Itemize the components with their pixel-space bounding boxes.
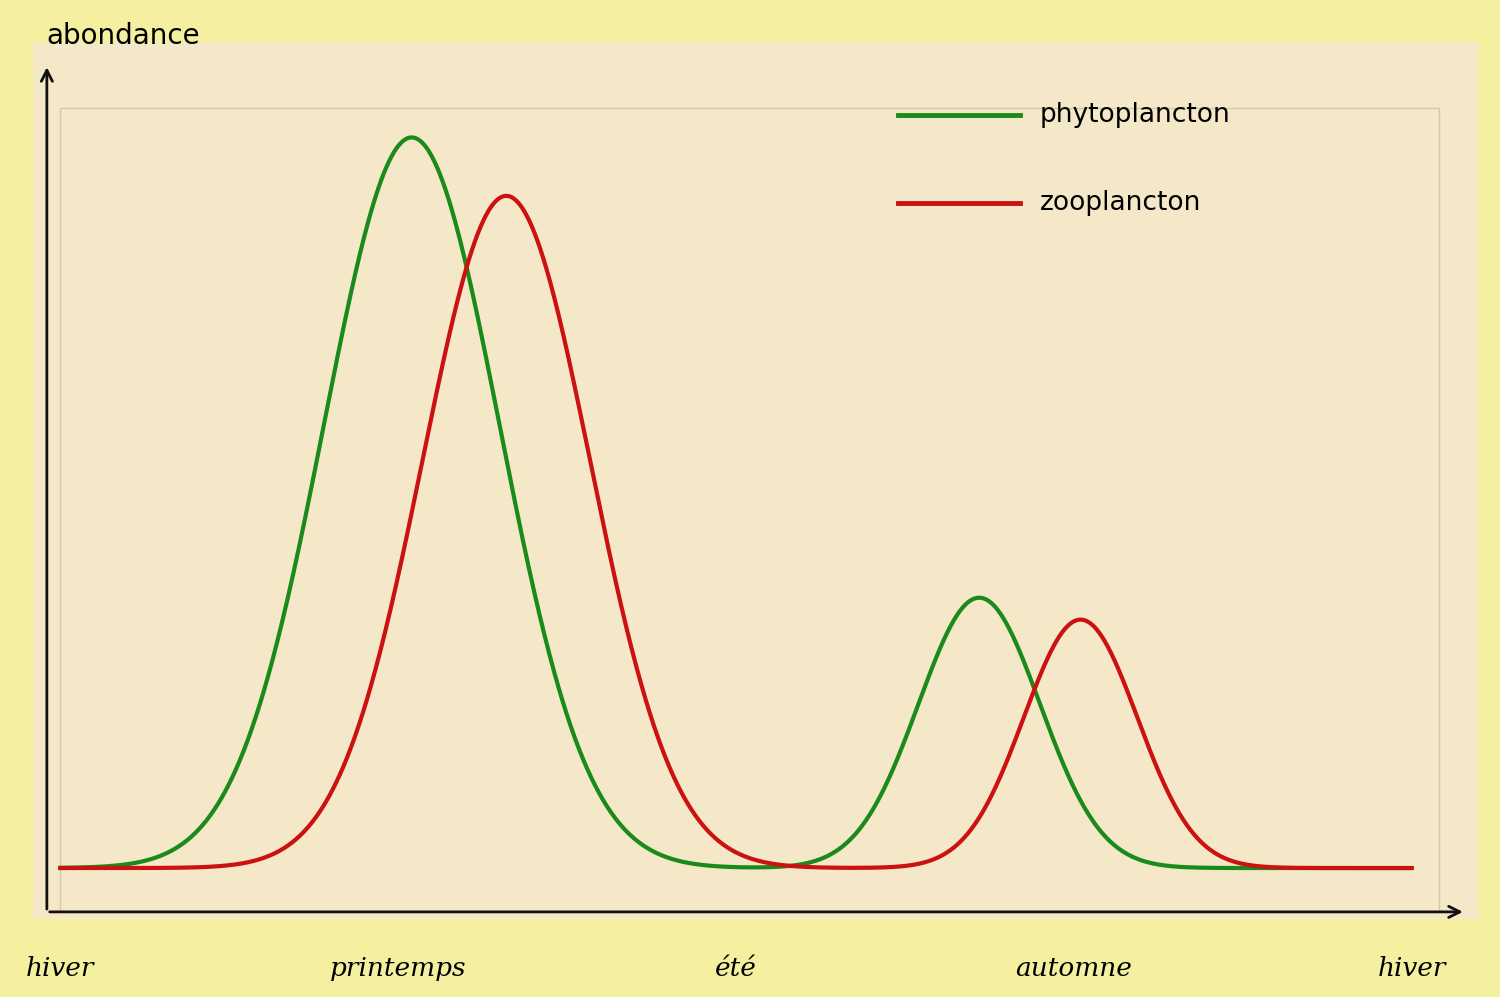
Text: été: été xyxy=(716,956,758,981)
Text: hiver: hiver xyxy=(26,956,94,981)
Text: hiver: hiver xyxy=(1377,956,1446,981)
Text: abondance: abondance xyxy=(46,22,201,50)
Text: automne: automne xyxy=(1016,956,1132,981)
Text: printemps: printemps xyxy=(330,956,466,981)
Text: zooplancton: zooplancton xyxy=(1040,190,1202,216)
Text: phytoplancton: phytoplancton xyxy=(1040,103,1232,129)
